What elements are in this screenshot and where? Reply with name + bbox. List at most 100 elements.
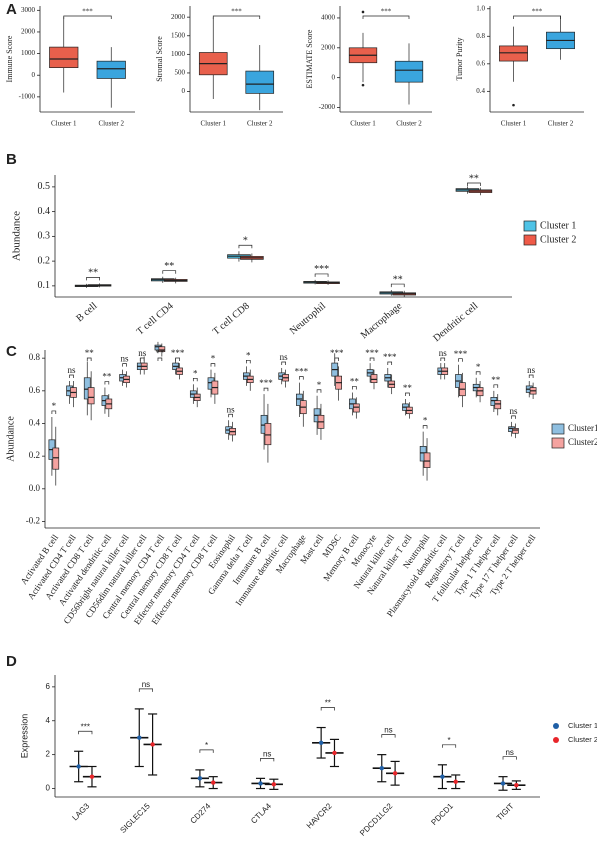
significance-label: ns (280, 352, 289, 362)
x-tick-label: Cluster 2 (396, 120, 422, 128)
significance-bracket (210, 363, 216, 367)
box (499, 45, 528, 62)
mean-dot (211, 780, 216, 785)
y-axis-label: Tumor Purity (455, 37, 464, 80)
y-tick-label: 2000 (321, 43, 336, 51)
significance-bracket (78, 730, 93, 735)
significance-label: ns (263, 749, 271, 758)
box (96, 60, 126, 79)
significance-label: * (52, 401, 57, 411)
mean-dot (318, 740, 324, 745)
x-tick-label: Cluster 2 (99, 120, 125, 128)
significance-bracket (467, 182, 481, 186)
y-tick-label: 0.2 (38, 255, 51, 266)
significance-bracket (299, 376, 304, 380)
x-tick-label: Cluster 1 (501, 120, 527, 128)
significance-label: ** (403, 383, 413, 393)
significance-label: ** (102, 372, 112, 382)
significance-label: * (246, 350, 251, 360)
significance-label: ** (325, 699, 331, 708)
significance-bracket (422, 425, 428, 429)
significance-bracket (192, 377, 198, 382)
y-tick-label: 0 (32, 71, 36, 79)
box (52, 447, 60, 470)
x-tick-label: Cluster 2 (247, 120, 273, 128)
significance-label: ** (491, 375, 501, 385)
mean-dot (379, 765, 384, 771)
y-tick-label: 1500 (171, 31, 186, 39)
x-tick-label: Dendritic cell (431, 300, 480, 344)
legend-label: Cluster 1 (568, 721, 597, 730)
y-tick-label: 4000 (321, 14, 336, 22)
y-tick-label: 1000 (21, 49, 36, 57)
significance-label: *** (330, 348, 344, 358)
x-tick-label: B cell (74, 300, 99, 324)
x-tick-label: Cluster 1 (51, 120, 77, 128)
significance-label: ** (164, 261, 174, 272)
y-tick-label: 2000 (21, 28, 36, 36)
legend-swatch (553, 737, 559, 743)
significance-bracket (493, 384, 499, 388)
significance-bracket (334, 357, 339, 361)
significance-label: *** (171, 348, 185, 358)
significance-bracket (314, 273, 329, 277)
y-tick-label: 0.6 (29, 385, 41, 395)
box (264, 423, 272, 446)
box (158, 346, 166, 352)
significance-bracket (316, 389, 322, 393)
significance-bracket (458, 358, 463, 362)
significance-label: * (448, 736, 451, 745)
x-tick-label: Cluster 1 (350, 120, 376, 128)
significance-bracket (352, 386, 357, 390)
x-tick-label: CTLA4 (249, 801, 273, 825)
mean-dot (271, 782, 277, 787)
y-tick-label: 1.0 (476, 4, 485, 12)
mean-dot (332, 750, 337, 756)
significance-label: ns (527, 365, 536, 375)
x-tick-label: PDCD1LG2 (358, 801, 395, 838)
significance-label: *** (383, 352, 397, 362)
significance-bracket (362, 15, 410, 19)
y-tick-label: 2 (46, 750, 51, 759)
significance-label: *** (259, 378, 273, 388)
panel-label: B (6, 151, 17, 168)
box (423, 452, 431, 468)
significance-bracket (162, 270, 177, 274)
mean-dot (197, 776, 203, 781)
significance-bracket (369, 357, 375, 361)
y-tick-label: 0.4 (29, 418, 41, 428)
panel-label: D (6, 653, 17, 670)
significance-bracket (238, 244, 253, 249)
significance-bracket (69, 374, 74, 379)
box (370, 374, 378, 384)
significance-label: * (243, 236, 248, 247)
significance-label: * (205, 741, 208, 750)
box (87, 387, 95, 405)
panel-label: C (6, 343, 17, 360)
significance-bracket (260, 758, 275, 762)
significance-label: *** (381, 8, 392, 16)
x-tick-label: T cell CD8 (211, 301, 252, 338)
y-axis-label: ESTIMATE Score (305, 29, 314, 88)
y-tick-label: 3000 (21, 6, 36, 14)
significance-label: *** (295, 367, 309, 377)
legend-swatch (551, 437, 565, 449)
y-axis-label: Abundance (5, 416, 16, 462)
significance-label: *** (365, 348, 379, 358)
y-tick-label: 4 (46, 716, 51, 725)
y-tick-label: 0.2 (29, 450, 40, 460)
significance-bracket (212, 15, 261, 19)
legend-swatch (523, 220, 537, 232)
significance-label: * (317, 380, 322, 390)
x-tick-label: Macrophage (359, 300, 405, 341)
legend-label: Cluster 1 (540, 220, 576, 231)
y-tick-label: -2000 (319, 103, 336, 111)
y-tick-label: 0.0 (29, 483, 41, 493)
x-tick-label: CD274 (188, 801, 212, 825)
mean-dot (258, 781, 263, 786)
significance-label: ns (439, 348, 448, 358)
significance-label: ns (227, 404, 236, 414)
significance-label: *** (82, 8, 93, 16)
y-tick-label: 0 (182, 87, 186, 95)
